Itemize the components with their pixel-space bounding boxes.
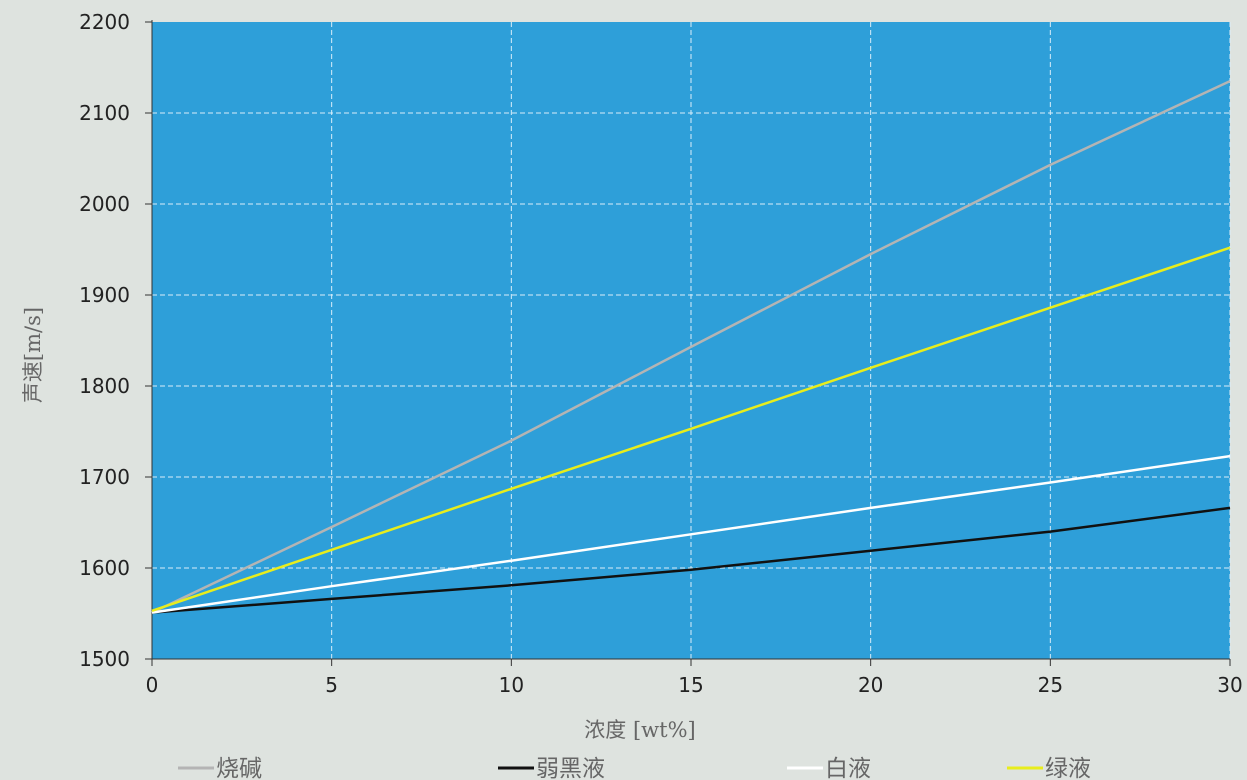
series-line-1: [151, 506, 1231, 614]
grid-lines: [152, 22, 1231, 659]
x-axis-title: 浓度 [wt%]: [584, 718, 695, 742]
legend-label: 白液: [825, 756, 871, 780]
series-line-0: [151, 79, 1231, 614]
y-tick-label: 1900: [79, 283, 130, 307]
y-tick-label: 1600: [79, 556, 130, 580]
y-tick-label: 2100: [79, 101, 130, 125]
y-tick-label: 1700: [79, 465, 130, 489]
legend-label: 绿液: [1045, 756, 1091, 780]
x-tick-label: 0: [146, 673, 159, 697]
y-axis-title: 声速[m/s]: [21, 307, 45, 403]
y-tick-label: 1500: [79, 647, 130, 671]
x-tick-label: 30: [1217, 673, 1242, 697]
series-lines: [151, 79, 1231, 614]
axes: [145, 20, 1231, 666]
x-tick-label: 10: [499, 673, 524, 697]
x-tick-label: 20: [858, 673, 883, 697]
plot-area: [152, 22, 1230, 659]
y-tick-label: 1800: [79, 374, 130, 398]
series-line-2: [151, 454, 1231, 614]
y-tick-label: 2200: [79, 10, 130, 34]
x-tick-label: 5: [325, 673, 338, 697]
legend-label: 弱黑液: [536, 756, 605, 780]
series-line-3: [151, 246, 1231, 612]
tick-labels: 0 5 10 15 20 25 30 1500 1600 1700 1800 1900 2000 2100…: [79, 10, 1243, 697]
x-tick-label: 15: [678, 673, 703, 697]
y-tick-label: 2000: [79, 192, 130, 216]
x-tick-label: 25: [1038, 673, 1063, 697]
legend-label: 烧碱: [216, 756, 262, 780]
legend: 烧碱 弱黑液 白液 绿液: [178, 756, 1091, 780]
